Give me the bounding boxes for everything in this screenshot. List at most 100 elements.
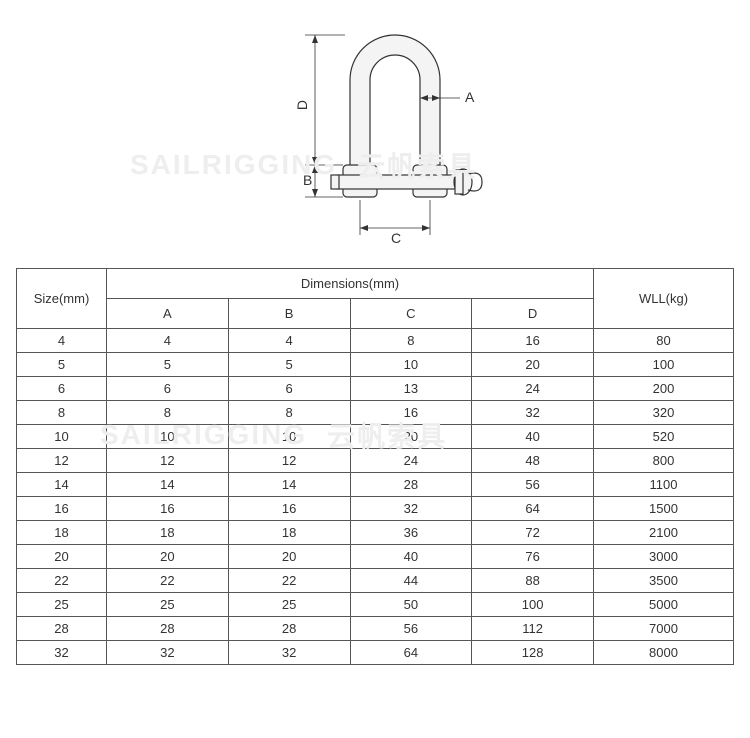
cell-wll: 80 bbox=[594, 329, 734, 353]
cell-wll: 800 bbox=[594, 449, 734, 473]
diagram-area: SAILRIGGING 云帆索具 D B bbox=[0, 0, 750, 260]
cell-a: 25 bbox=[107, 593, 229, 617]
cell-b: 20 bbox=[228, 545, 350, 569]
cell-wll: 5000 bbox=[594, 593, 734, 617]
table-row: 5551020100 bbox=[17, 353, 734, 377]
cell-size: 32 bbox=[17, 641, 107, 665]
cell-size: 6 bbox=[17, 377, 107, 401]
cell-size: 22 bbox=[17, 569, 107, 593]
cell-wll: 200 bbox=[594, 377, 734, 401]
cell-d: 24 bbox=[472, 377, 594, 401]
cell-size: 28 bbox=[17, 617, 107, 641]
col-c: C bbox=[350, 299, 472, 329]
table-row: 44481680 bbox=[17, 329, 734, 353]
cell-wll: 100 bbox=[594, 353, 734, 377]
cell-size: 10 bbox=[17, 425, 107, 449]
cell-a: 10 bbox=[107, 425, 229, 449]
table-row: 1010102040520 bbox=[17, 425, 734, 449]
cell-c: 13 bbox=[350, 377, 472, 401]
cell-b: 12 bbox=[228, 449, 350, 473]
table-row: 282828561127000 bbox=[17, 617, 734, 641]
cell-d: 128 bbox=[472, 641, 594, 665]
cell-size: 12 bbox=[17, 449, 107, 473]
table-row: 8881632320 bbox=[17, 401, 734, 425]
cell-d: 16 bbox=[472, 329, 594, 353]
cell-d: 40 bbox=[472, 425, 594, 449]
cell-b: 32 bbox=[228, 641, 350, 665]
col-b: B bbox=[228, 299, 350, 329]
cell-d: 48 bbox=[472, 449, 594, 473]
cell-c: 24 bbox=[350, 449, 472, 473]
cell-a: 16 bbox=[107, 497, 229, 521]
cell-wll: 7000 bbox=[594, 617, 734, 641]
table-row: 16161632641500 bbox=[17, 497, 734, 521]
col-size: Size(mm) bbox=[17, 269, 107, 329]
cell-wll: 1500 bbox=[594, 497, 734, 521]
cell-wll: 2100 bbox=[594, 521, 734, 545]
cell-d: 64 bbox=[472, 497, 594, 521]
cell-c: 8 bbox=[350, 329, 472, 353]
cell-b: 6 bbox=[228, 377, 350, 401]
col-dimensions: Dimensions(mm) bbox=[107, 269, 594, 299]
cell-c: 20 bbox=[350, 425, 472, 449]
cell-d: 72 bbox=[472, 521, 594, 545]
cell-c: 32 bbox=[350, 497, 472, 521]
col-a: A bbox=[107, 299, 229, 329]
table-row: 20202040763000 bbox=[17, 545, 734, 569]
table-row: 252525501005000 bbox=[17, 593, 734, 617]
cell-c: 50 bbox=[350, 593, 472, 617]
cell-wll: 8000 bbox=[594, 641, 734, 665]
cell-wll: 3500 bbox=[594, 569, 734, 593]
cell-c: 56 bbox=[350, 617, 472, 641]
table-row: 1212122448800 bbox=[17, 449, 734, 473]
table-row: 14141428561100 bbox=[17, 473, 734, 497]
table-body: 4448168055510201006661324200888163232010… bbox=[17, 329, 734, 665]
col-wll: WLL(kg) bbox=[594, 269, 734, 329]
cell-size: 18 bbox=[17, 521, 107, 545]
cell-d: 100 bbox=[472, 593, 594, 617]
cell-size: 20 bbox=[17, 545, 107, 569]
cell-d: 76 bbox=[472, 545, 594, 569]
cell-a: 14 bbox=[107, 473, 229, 497]
cell-c: 44 bbox=[350, 569, 472, 593]
cell-wll: 320 bbox=[594, 401, 734, 425]
cell-size: 5 bbox=[17, 353, 107, 377]
cell-a: 12 bbox=[107, 449, 229, 473]
cell-a: 8 bbox=[107, 401, 229, 425]
cell-c: 64 bbox=[350, 641, 472, 665]
cell-b: 14 bbox=[228, 473, 350, 497]
cell-size: 14 bbox=[17, 473, 107, 497]
cell-a: 32 bbox=[107, 641, 229, 665]
cell-a: 5 bbox=[107, 353, 229, 377]
dim-label-b: B bbox=[303, 172, 312, 188]
cell-wll: 520 bbox=[594, 425, 734, 449]
cell-c: 10 bbox=[350, 353, 472, 377]
cell-a: 20 bbox=[107, 545, 229, 569]
cell-size: 25 bbox=[17, 593, 107, 617]
cell-b: 16 bbox=[228, 497, 350, 521]
cell-c: 36 bbox=[350, 521, 472, 545]
shackle-diagram: D B A C bbox=[225, 10, 525, 250]
cell-d: 32 bbox=[472, 401, 594, 425]
cell-a: 4 bbox=[107, 329, 229, 353]
col-d: D bbox=[472, 299, 594, 329]
cell-d: 20 bbox=[472, 353, 594, 377]
dim-label-c: C bbox=[391, 230, 401, 246]
cell-c: 40 bbox=[350, 545, 472, 569]
dimensions-table-wrap: SAILRIGGING 云帆索具 Size(mm) Dimensions(mm)… bbox=[0, 260, 750, 665]
cell-b: 22 bbox=[228, 569, 350, 593]
table-row: 22222244883500 bbox=[17, 569, 734, 593]
cell-a: 6 bbox=[107, 377, 229, 401]
cell-c: 16 bbox=[350, 401, 472, 425]
cell-d: 88 bbox=[472, 569, 594, 593]
cell-b: 5 bbox=[228, 353, 350, 377]
cell-d: 112 bbox=[472, 617, 594, 641]
cell-a: 18 bbox=[107, 521, 229, 545]
cell-b: 18 bbox=[228, 521, 350, 545]
cell-a: 28 bbox=[107, 617, 229, 641]
cell-wll: 3000 bbox=[594, 545, 734, 569]
cell-size: 16 bbox=[17, 497, 107, 521]
dim-label-a: A bbox=[465, 89, 475, 105]
cell-size: 8 bbox=[17, 401, 107, 425]
cell-b: 10 bbox=[228, 425, 350, 449]
